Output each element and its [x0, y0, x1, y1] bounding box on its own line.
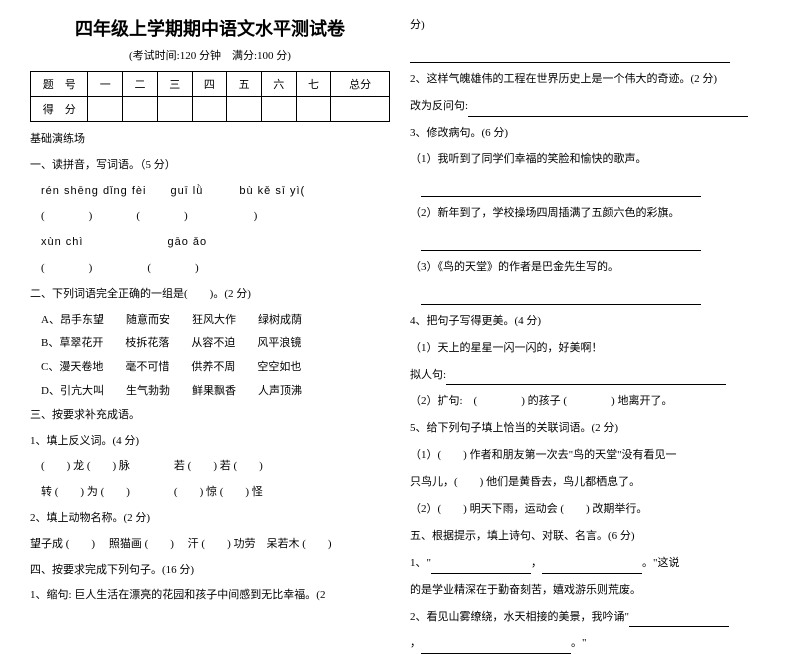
blank-line: [410, 230, 770, 251]
th: 题 号: [31, 72, 88, 97]
sub-item: （3）《鸟的天堂》的作者是巴金先生写的。: [410, 257, 770, 278]
th: 总分: [331, 72, 390, 97]
subtitle: (考试时间:120 分钟 满分:100 分): [30, 47, 390, 63]
sub-question: 1、填上反义词。(4 分): [30, 432, 390, 452]
bracket-line: ( ) ( ) ): [30, 207, 390, 227]
table-row: 得 分: [31, 97, 390, 122]
pinyin-line: rén shēng dǐng fèi guī lǜ bù kě sī yì(: [30, 182, 390, 202]
th: 一: [88, 72, 123, 97]
option-d: D、引亢大叫 生气勃勃 鲜果飘香 人声顶沸: [30, 382, 390, 402]
pinyin-line: xùn chì gāo ǎo: [30, 233, 390, 253]
sub-item: （2）扩句: ( ) 的孩子 ( ) 地离开了。: [410, 391, 770, 412]
option-b: B、草翠花开 枝拆花落 从容不迫 风平浪镜: [30, 334, 390, 354]
question-title: 二、下列词语完全正确的一组是( )。(2 分): [30, 285, 390, 305]
fill-line: ( ) 龙 ( ) 脉 若 ( ) 若 ( ): [30, 457, 390, 477]
option-a: A、昂手东望 随意而安 狂风大作 绿树成荫: [30, 311, 390, 331]
td: 得 分: [31, 97, 88, 122]
blank-line: [410, 42, 770, 63]
question-title: 四、按要求完成下列句子。(16 分): [30, 561, 390, 581]
sub-item: （2）( ) 明天下雨，运动会 ( ) 改期举行。: [410, 499, 770, 520]
sub-item: 1、"，。"这说: [410, 553, 770, 574]
blank-line: [410, 176, 770, 197]
blank-line: [410, 284, 770, 305]
sub-label: 拟人句:: [410, 365, 770, 386]
sub-item: （1）天上的星星一闪一闪的，好美啊！: [410, 338, 770, 359]
question-title: 三、按要求补充成语。: [30, 406, 390, 426]
table-row: 题 号 一 二 三 四 五 六 七 总分: [31, 72, 390, 97]
th: 二: [123, 72, 158, 97]
sub-item: ，。": [410, 633, 770, 654]
th: 七: [296, 72, 331, 97]
sub-item: （1）我听到了同学们幸福的笑脸和愉快的歌声。: [410, 149, 770, 170]
sub-item: 只鸟儿，( ) 他们是黄昏去，鸟儿都栖息了。: [410, 472, 770, 493]
sub-question: 4、把句子写得更美。(4 分): [410, 311, 770, 332]
fill-line: 转 ( ) 为 ( ) ( ) 惊 ( ) 怪: [30, 483, 390, 503]
sub-item: （2）新年到了，学校操场四周插满了五颜六色的彩旗。: [410, 203, 770, 224]
fill-line: 望子成 ( ) 照猫画 ( ) 汗 ( ) 功劳 呆若木 ( ): [30, 535, 390, 555]
th: 四: [192, 72, 227, 97]
th: 六: [261, 72, 296, 97]
option-c: C、漫天卷地 毫不可惜 供养不周 空空如也: [30, 358, 390, 378]
sub-item: 的是学业精深在于勤奋刻苦，嬉戏游乐则荒废。: [410, 580, 770, 601]
sub-question: 3、修改病句。(6 分): [410, 123, 770, 144]
question-title: 一、读拼音，写词语。（5 分）: [30, 156, 390, 176]
sub-item: 2、看见山雾缭绕，水天相接的美景，我吟诵": [410, 607, 770, 628]
th: 三: [157, 72, 192, 97]
section-title: 基础演练场: [30, 130, 390, 150]
bracket-line: ( ) ( ): [30, 259, 390, 279]
continuation: 分): [410, 15, 770, 36]
th: 五: [227, 72, 262, 97]
score-table: 题 号 一 二 三 四 五 六 七 总分 得 分: [30, 71, 390, 122]
question-title: 5、给下列句子填上恰当的关联词语。(2 分): [410, 418, 770, 439]
sub-question: 2、这样气魄雄伟的工程在世界历史上是一个伟大的奇迹。(2 分): [410, 69, 770, 90]
question-title: 五、根据提示，填上诗句、对联、名言。(6 分): [410, 526, 770, 547]
sub-item: （1）( ) 作者和朋友第一次去"鸟的天堂"没有看见一: [410, 445, 770, 466]
sub-question: 1、缩句: 巨人生活在漂亮的花园和孩子中间感到无比幸福。(2: [30, 586, 390, 606]
sub-question: 2、填上动物名称。(2 分): [30, 509, 390, 529]
sub-label: 改为反问句:: [410, 96, 770, 117]
page-title: 四年级上学期期中语文水平测试卷: [30, 15, 390, 41]
